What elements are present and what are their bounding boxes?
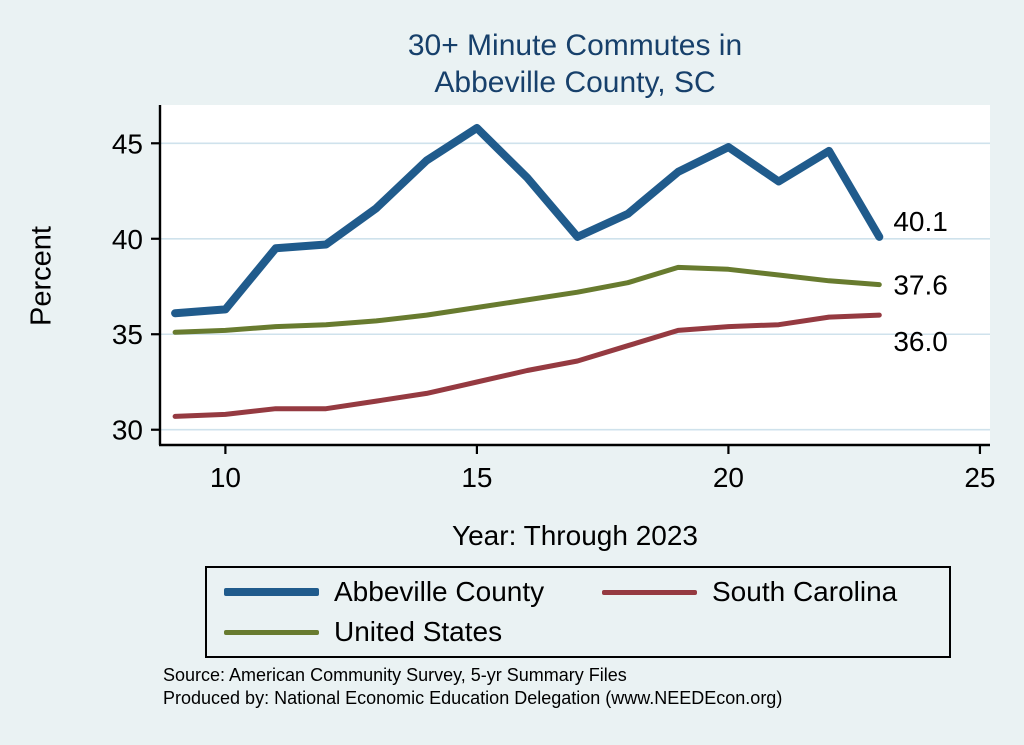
legend-swatch-united-states bbox=[224, 629, 319, 635]
source-line: Source: American Community Survey, 5-yr … bbox=[163, 665, 627, 685]
x-tick-label-15: 15 bbox=[461, 462, 492, 493]
series-line-south-carolina bbox=[172, 312, 882, 419]
produced-by-line: Produced by: National Economic Education… bbox=[163, 687, 783, 708]
x-tick-label-25: 25 bbox=[964, 462, 995, 493]
legend-item-united-states: United States bbox=[207, 616, 585, 648]
y-tick-label-30: 30 bbox=[112, 415, 143, 446]
series-line-united-states bbox=[172, 264, 882, 335]
x-axis-title: Year: Through 2023 bbox=[452, 520, 698, 551]
source-note: Source: American Community Survey, 5-yr … bbox=[163, 664, 782, 709]
legend-item-south-carolina: South Carolina bbox=[585, 576, 949, 608]
plot-background bbox=[160, 105, 990, 445]
y-tick-label-40: 40 bbox=[112, 224, 143, 255]
y-tick-label-45: 45 bbox=[112, 128, 143, 159]
end-label-united-states: 37.6 bbox=[893, 270, 948, 301]
legend: Abbeville County South Carolina United Sta… bbox=[205, 566, 951, 658]
legend-swatch-abbeville-county bbox=[224, 588, 319, 596]
legend-swatch-south-carolina bbox=[602, 589, 697, 595]
legend-label-abbeville-county: Abbeville County bbox=[334, 576, 545, 607]
y-tick-label-35: 35 bbox=[112, 319, 143, 350]
legend-item-abbeville-county: Abbeville County bbox=[207, 576, 585, 608]
end-label-abbeville-county: 40.1 bbox=[893, 206, 948, 237]
end-label-south-carolina: 36.0 bbox=[893, 326, 948, 357]
chart-title-line2: Abbeville County, SC bbox=[434, 66, 716, 99]
series-line-abbeville-county bbox=[171, 124, 884, 318]
chart-title: 30+ Minute Commutes in Abbeville County,… bbox=[160, 27, 990, 101]
x-tick-label-10: 10 bbox=[210, 462, 241, 493]
x-tick-label-20: 20 bbox=[713, 462, 744, 493]
chart-title-line1: 30+ Minute Commutes in bbox=[407, 29, 743, 62]
legend-label-south-carolina: South Carolina bbox=[712, 576, 898, 607]
legend-label-united-states: United States bbox=[334, 616, 503, 647]
